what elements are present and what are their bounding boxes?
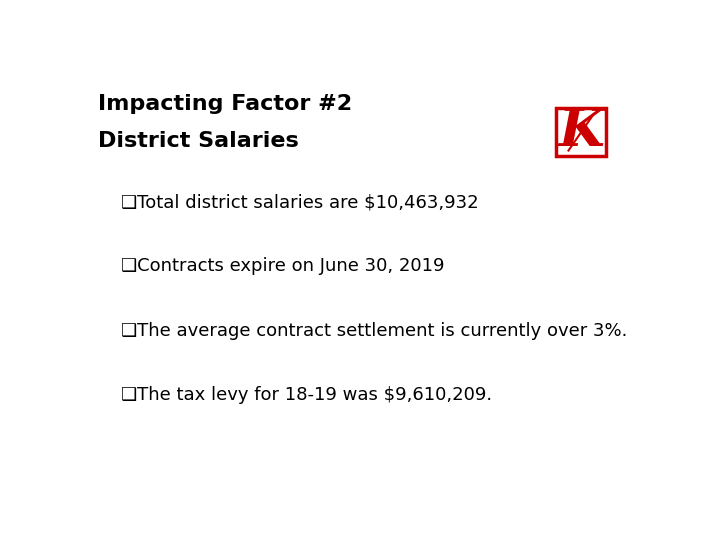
Text: District Salaries: District Salaries bbox=[99, 131, 299, 151]
Text: ❑The tax levy for 18-19 was $9,610,209.: ❑The tax levy for 18-19 was $9,610,209. bbox=[121, 386, 492, 404]
Text: K: K bbox=[558, 106, 604, 157]
Text: ❑Total district salaries are $10,463,932: ❑Total district salaries are $10,463,932 bbox=[121, 193, 478, 211]
Text: Impacting Factor #2: Impacting Factor #2 bbox=[99, 94, 353, 114]
Text: ❑Contracts expire on June 30, 2019: ❑Contracts expire on June 30, 2019 bbox=[121, 258, 444, 275]
Bar bbox=[556, 109, 606, 156]
Text: ❑The average contract settlement is currently over 3%.: ❑The average contract settlement is curr… bbox=[121, 322, 627, 340]
